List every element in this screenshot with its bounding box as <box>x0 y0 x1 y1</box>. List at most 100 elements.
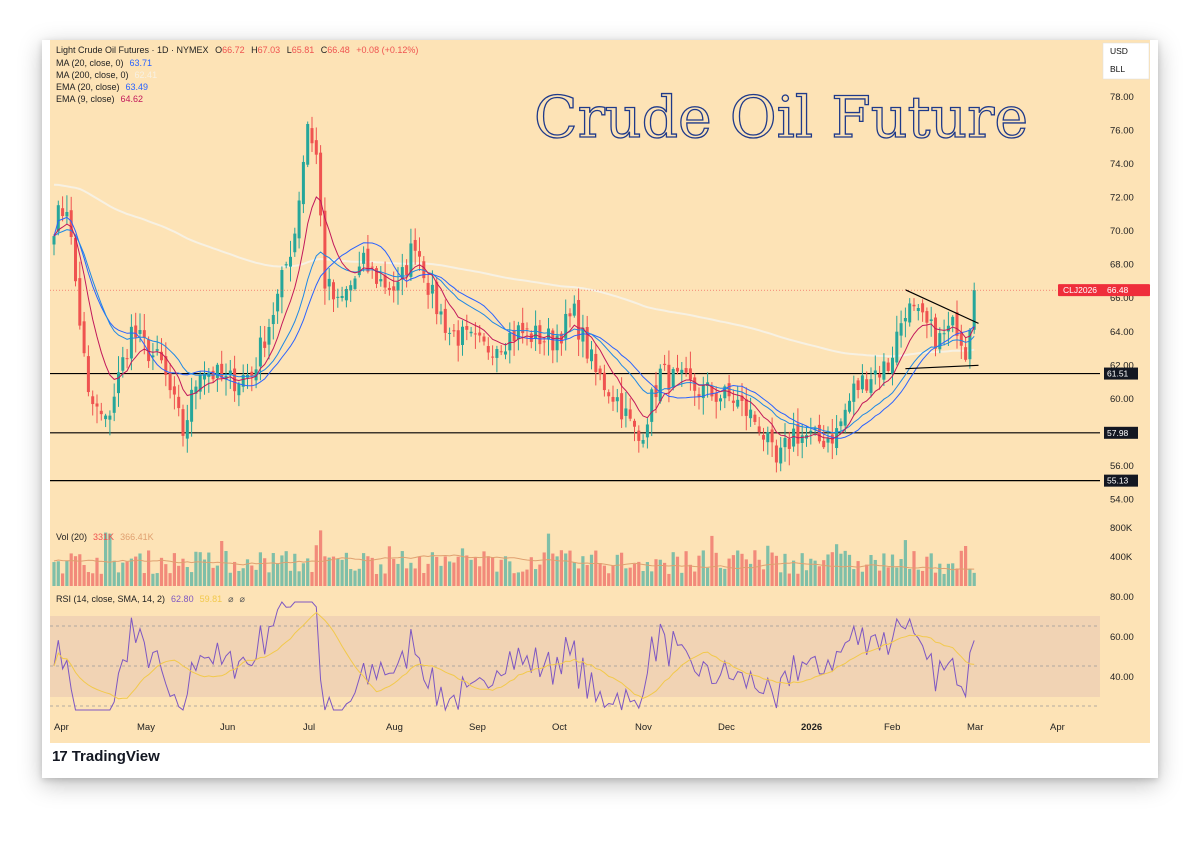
volume-bar <box>882 553 886 586</box>
candle-body <box>895 331 899 363</box>
candle-body <box>112 396 116 413</box>
svg-text:EMA (9, close)64.62: EMA (9, close) 64.62 <box>56 94 143 104</box>
indicator-ma200-label: MA (200, close, 0) <box>56 70 129 80</box>
candle-body <box>448 332 452 334</box>
volume-bar <box>585 565 589 586</box>
candle-body <box>860 375 864 390</box>
candle-body <box>602 372 606 391</box>
candle-body <box>478 332 482 336</box>
volume-bar <box>409 562 413 586</box>
currency-box[interactable]: USD BLL <box>1102 42 1150 80</box>
candle-body <box>938 333 942 350</box>
price-tick: 66.00 <box>1110 293 1134 304</box>
volume-bar <box>327 557 331 586</box>
candle-body <box>714 392 718 402</box>
time-axis[interactable]: Apr May Jun Jul Aug Sep Oct Nov Dec 2026 Feb Mar Apr <box>54 722 1065 733</box>
volume-bar <box>701 550 705 586</box>
candle-body <box>590 349 593 362</box>
candle-body <box>65 211 69 217</box>
candle-body <box>383 275 387 288</box>
candle-body <box>482 336 486 342</box>
volume-bar <box>121 562 125 586</box>
svg-text:RSI (14, close, SMA, 14, 2)62.: RSI (14, close, SMA, 14, 2) 62.80 59.81 ⌀ ⌀ <box>56 594 246 604</box>
volume-bar <box>237 570 241 586</box>
volume-bar <box>817 566 821 586</box>
candle-body <box>676 367 679 372</box>
candle-body <box>615 397 619 402</box>
volume-bar <box>379 564 383 586</box>
candle-body <box>258 337 262 367</box>
volume-bar <box>774 555 778 586</box>
candle-body <box>792 428 796 447</box>
candle-body <box>52 236 56 245</box>
candle-body <box>727 383 731 397</box>
candle-body <box>865 379 869 391</box>
candle-body <box>637 430 641 441</box>
volume-bar <box>314 545 318 586</box>
time-label: Jun <box>220 722 235 733</box>
level-tag-box <box>1104 474 1138 487</box>
volume-bar <box>370 557 374 586</box>
candle-body <box>568 313 572 317</box>
volume-bar <box>568 550 572 586</box>
candle-body <box>95 403 99 407</box>
volume-bar <box>972 572 976 586</box>
candle-body <box>946 325 950 332</box>
tradingview-brand[interactable]: 17 TradingView <box>52 748 160 765</box>
candle-body <box>934 317 937 349</box>
volume-bar <box>245 559 250 586</box>
volume-bar <box>843 550 847 586</box>
volume-bar <box>908 568 912 586</box>
time-label: Nov <box>635 722 652 733</box>
price-tick: 64.00 <box>1110 327 1134 338</box>
price-tick: 72.00 <box>1110 192 1134 203</box>
volume-bar <box>753 550 757 586</box>
candle-body <box>375 268 378 284</box>
volume-bar <box>551 553 555 586</box>
volume-bar <box>968 569 972 586</box>
candle-body <box>809 430 813 433</box>
volume-bar <box>443 556 447 586</box>
volume-bar <box>224 551 228 586</box>
candle-body <box>968 329 972 360</box>
chart-title: Crude Oil Future <box>534 85 1028 151</box>
volume-bar <box>211 567 215 586</box>
candle-body <box>426 282 430 295</box>
candle-body <box>551 330 555 351</box>
candlesticks <box>52 116 976 473</box>
candle-body <box>701 385 705 399</box>
candle-body <box>56 205 60 232</box>
volume-bar <box>61 573 65 586</box>
volume-bar <box>938 563 942 586</box>
volume-bar <box>572 562 576 586</box>
candle-body <box>959 332 963 346</box>
volume-bar <box>435 556 439 586</box>
volume-bar <box>865 564 869 586</box>
volume-bar <box>207 552 211 586</box>
candle-body <box>151 355 155 358</box>
volume-bar <box>667 573 671 586</box>
candle-body <box>641 439 645 444</box>
volume-bar <box>512 573 516 586</box>
low-value: 65.81 <box>292 45 315 55</box>
candle-body <box>908 303 912 323</box>
candle-body <box>869 379 873 393</box>
price-tag-value: 66.48 <box>1107 285 1129 295</box>
volume-bar <box>271 553 275 586</box>
candle-body <box>456 330 460 346</box>
price-tick: 56.00 <box>1110 461 1134 472</box>
candle-body <box>409 243 413 277</box>
candle-body <box>852 383 856 402</box>
volume-bar <box>331 556 336 586</box>
candle-body <box>190 389 194 422</box>
volume-bar <box>439 565 443 586</box>
candle-body <box>504 351 507 355</box>
volume-bar <box>73 556 78 586</box>
candle-body <box>108 415 112 420</box>
unit-label: BLL <box>1110 64 1125 74</box>
volume-bar <box>581 556 585 586</box>
volume-bar <box>946 563 950 586</box>
volume-bar <box>52 562 56 586</box>
trading-chart[interactable]: Crude Oil Future Light Crude Oil Futures… <box>42 40 1158 778</box>
volume-bar <box>297 571 301 586</box>
